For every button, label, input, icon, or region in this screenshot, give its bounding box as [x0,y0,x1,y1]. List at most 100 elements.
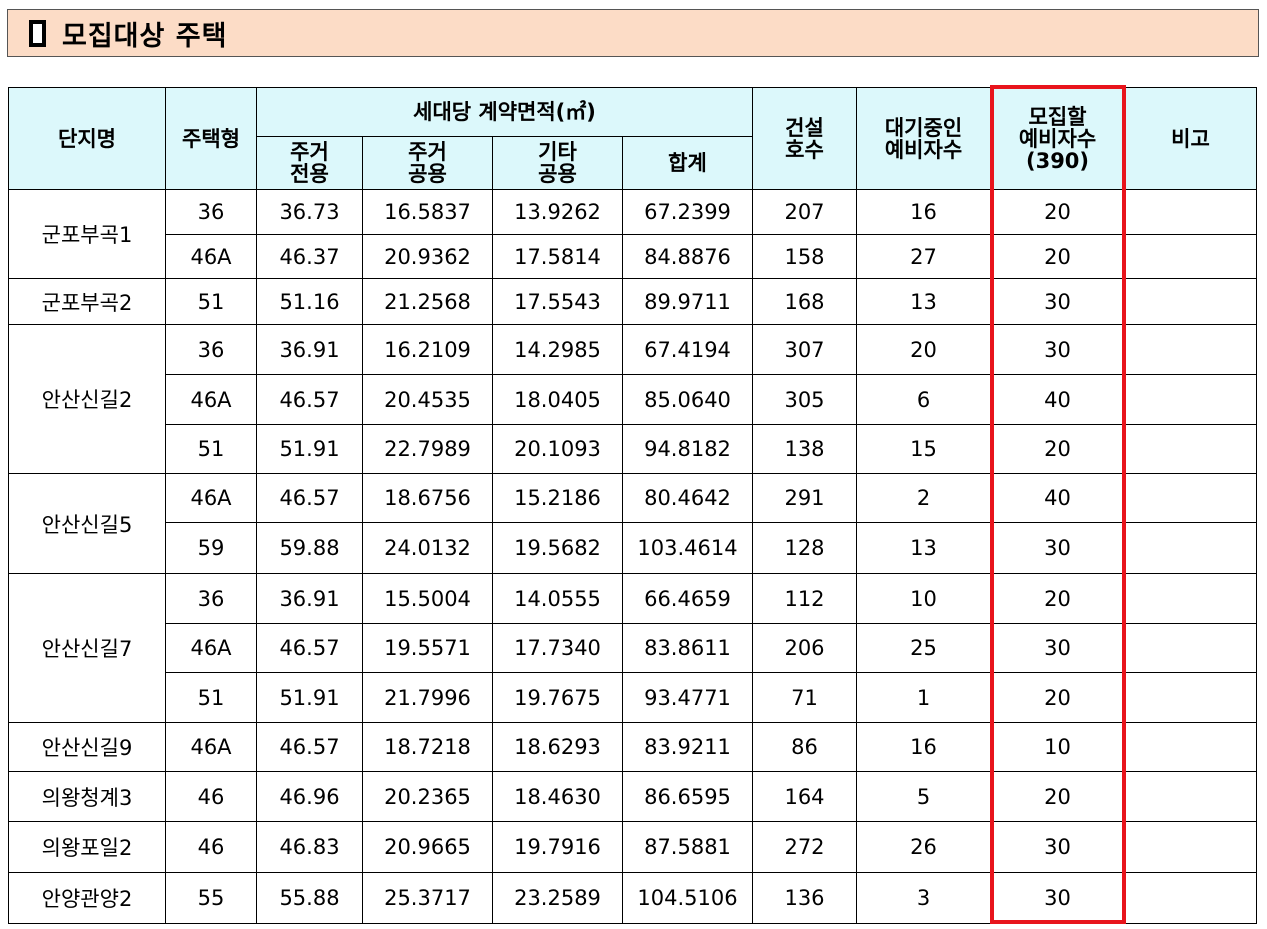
area-total-cell: 103.4614 [622,522,753,574]
table-row: 안산신길7 36 36.91 15.5004 14.0555 66.4659 112 10 20 [8,573,1257,723]
section-title: 모집대상 주택 [62,20,228,52]
table-row: 46A 46.37 20.9362 17.5814 84.8876 158 27 20 [9,234,1257,279]
residential-common-cell: 16.2109 [362,324,493,375]
area-total-cell: 87.5881 [622,821,753,873]
remarks-cell [1124,672,1257,723]
table-row: 51 51.91 22.7989 20.1093 94.8182 138 15 20 [9,424,1257,474]
complex-name-cell: 의왕청계3 [8,771,166,822]
residential-exclusive-cell: 46.57 [256,623,363,673]
complex-name-cell: 의왕포일2 [8,821,166,873]
remarks-cell [1124,424,1257,474]
table-row: 46A 46.57 19.5571 17.7340 83.8611 206 25 30 [9,623,1257,673]
other-common-cell: 13.9262 [492,189,623,235]
area-total-cell: 80.4642 [622,473,753,523]
other-common-cell: 23.2589 [492,872,623,924]
waiting-reserve-cell: 15 [856,424,991,474]
residential-exclusive-cell: 51.16 [256,278,363,325]
units-built-cell: 307 [752,324,857,375]
recruit-reserve-cell: 30 [990,278,1125,325]
area-total-cell: 84.8876 [622,234,753,279]
header-type: 주택형 [165,87,257,190]
other-common-cell: 18.0405 [492,374,623,425]
units-built-cell: 168 [752,278,857,325]
residential-common-cell: 24.0132 [362,522,493,574]
residential-exclusive-cell: 46.57 [256,473,363,523]
waiting-reserve-cell: 16 [856,722,991,772]
units-built-cell: 272 [752,821,857,873]
table-row: 의왕포일2 46 46.83 20.9665 19.7916 87.5881 272 26 30 [8,821,1257,873]
recruit-reserve-cell: 30 [990,324,1125,375]
residential-common-cell: 21.2568 [362,278,493,325]
area-total-cell: 93.4771 [622,672,753,723]
remarks-cell [1124,872,1257,924]
house-type-cell: 46 [165,771,257,822]
residential-common-cell: 16.5837 [362,189,493,235]
other-common-cell: 19.7916 [492,821,623,873]
complex-name-cell: 군포부곡1 [8,189,166,279]
other-common-cell: 18.4630 [492,771,623,822]
remarks-cell [1124,821,1257,873]
waiting-reserve-cell: 13 [856,522,991,574]
residential-exclusive-cell: 55.88 [256,872,363,924]
complex-name-cell: 안산신길7 [8,573,166,723]
residential-common-cell: 20.2365 [362,771,493,822]
remarks-cell [1124,374,1257,425]
residential-common-cell: 20.9665 [362,821,493,873]
header-waiting-reserve: 대기중인 예비자수 [856,87,991,190]
recruit-reserve-cell: 20 [990,424,1125,474]
table-row: 군포부곡2 51 51.16 21.2568 17.5543 89.9711 168 13 30 [8,278,1257,325]
waiting-reserve-cell: 25 [856,623,991,673]
remarks-cell [1124,623,1257,673]
units-built-cell: 71 [752,672,857,723]
area-total-cell: 86.6595 [622,771,753,822]
waiting-reserve-cell: 26 [856,821,991,873]
recruit-reserve-cell: 20 [990,573,1125,624]
units-built-cell: 305 [752,374,857,425]
complex-name-cell: 안양관양2 [8,872,166,924]
house-type-cell: 51 [165,424,257,474]
residential-common-cell: 20.4535 [362,374,493,425]
recruit-reserve-cell: 20 [990,189,1125,235]
other-common-cell: 17.7340 [492,623,623,673]
other-common-cell: 19.5682 [492,522,623,574]
house-type-cell: 51 [165,672,257,723]
house-type-cell: 55 [165,872,257,924]
residential-common-cell: 19.5571 [362,623,493,673]
residential-exclusive-cell: 46.57 [256,374,363,425]
waiting-reserve-cell: 27 [856,234,991,279]
recruit-reserve-cell: 20 [990,672,1125,723]
housing-table: 단지명 주택형 세대당 계약면적(㎡) 건설 호수 대기중인 예비자수 모집할 예비자… [8,87,1257,924]
house-type-cell: 46A [165,374,257,425]
waiting-reserve-cell: 6 [856,374,991,425]
other-common-cell: 20.1093 [492,424,623,474]
area-total-cell: 94.8182 [622,424,753,474]
residential-exclusive-cell: 59.88 [256,522,363,574]
residential-exclusive-cell: 51.91 [256,672,363,723]
units-built-cell: 136 [752,872,857,924]
section-title-bar: 모집대상 주택 [7,9,1259,57]
header-recruit-reserve: 모집할 예비자수 (390) [990,87,1125,190]
complex-name-cell: 군포부곡2 [8,278,166,325]
table-row: 안산신길2 36 36.91 16.2109 14.2985 67.4194 307 20 30 [8,324,1257,474]
house-type-cell: 51 [165,278,257,325]
other-common-cell: 17.5814 [492,234,623,279]
units-built-cell: 158 [752,234,857,279]
table-row: 59 59.88 24.0132 19.5682 103.4614 128 13 30 [9,522,1257,574]
area-total-cell: 83.9211 [622,722,753,772]
complex-name-cell: 안산신길9 [8,722,166,772]
recruit-reserve-cell: 30 [990,522,1125,574]
other-common-cell: 14.0555 [492,573,623,624]
residential-exclusive-cell: 36.91 [256,324,363,375]
waiting-reserve-cell: 2 [856,473,991,523]
units-built-cell: 207 [752,189,857,235]
residential-exclusive-cell: 36.91 [256,573,363,624]
units-built-cell: 112 [752,573,857,624]
units-built-cell: 164 [752,771,857,822]
remarks-cell [1124,324,1257,375]
residential-common-cell: 25.3717 [362,872,493,924]
residential-common-cell: 21.7996 [362,672,493,723]
house-type-cell: 46A [165,473,257,523]
residential-exclusive-cell: 51.91 [256,424,363,474]
table-row: 51 51.91 21.7996 19.7675 93.4771 71 1 20 [9,672,1257,723]
house-type-cell: 46A [165,234,257,279]
